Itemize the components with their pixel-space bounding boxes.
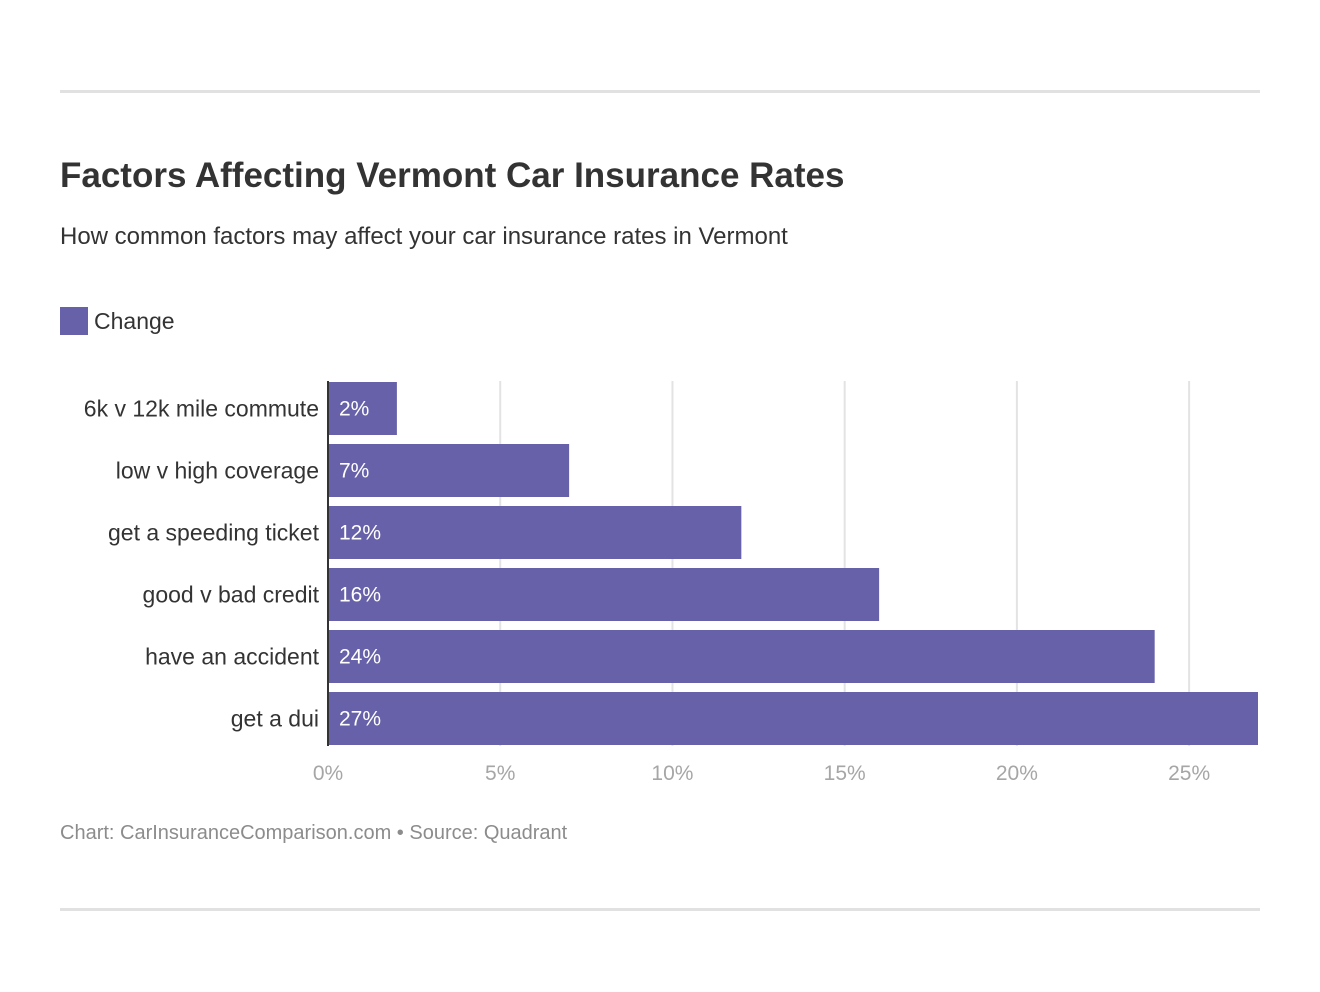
data-label: 27% bbox=[339, 708, 381, 731]
chart-footer: Chart: CarInsuranceComparison.com • Sour… bbox=[60, 822, 568, 844]
category-label: have an accident bbox=[145, 644, 320, 670]
x-tick-label: 10% bbox=[651, 762, 693, 785]
top-divider bbox=[60, 90, 1260, 93]
category-label: 6k v 12k mile commute bbox=[84, 396, 319, 422]
x-tick-label: 0% bbox=[313, 762, 343, 785]
chart-title: Factors Affecting Vermont Car Insurance … bbox=[60, 156, 845, 195]
category-label: low v high coverage bbox=[116, 458, 319, 484]
legend-swatch bbox=[60, 307, 88, 335]
x-tick-label: 15% bbox=[824, 762, 866, 785]
data-label: 16% bbox=[339, 584, 381, 607]
data-label: 2% bbox=[339, 398, 369, 421]
bar bbox=[328, 630, 1155, 683]
bar bbox=[328, 444, 570, 497]
legend-label: Change bbox=[94, 307, 175, 334]
category-label: good v bad credit bbox=[143, 582, 320, 608]
bar bbox=[328, 568, 880, 621]
x-tick-label: 20% bbox=[996, 762, 1038, 785]
bar bbox=[328, 692, 1258, 745]
x-tick-label: 5% bbox=[485, 762, 515, 785]
bar bbox=[328, 506, 742, 559]
category-label: get a dui bbox=[231, 706, 319, 732]
data-label: 12% bbox=[339, 522, 381, 545]
data-label: 24% bbox=[339, 646, 381, 669]
data-label: 7% bbox=[339, 460, 369, 483]
bar bbox=[328, 382, 397, 435]
x-tick-label: 25% bbox=[1168, 762, 1210, 785]
bottom-divider bbox=[60, 908, 1260, 911]
chart-subtitle: How common factors may affect your car i… bbox=[60, 223, 788, 250]
chart-legend: Change bbox=[60, 306, 175, 336]
category-label: get a speeding ticket bbox=[108, 520, 320, 546]
